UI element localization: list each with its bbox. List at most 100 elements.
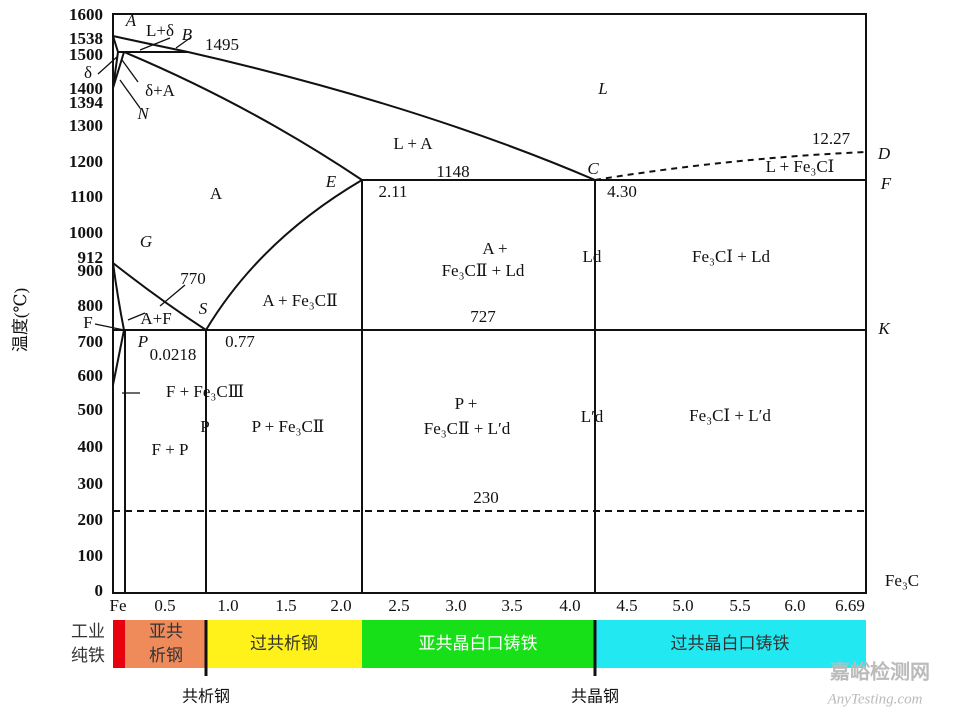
watermark: AnyTesting.com <box>827 691 923 707</box>
bar-marker: 共晶钢 <box>571 687 619 706</box>
es-line <box>205 179 363 331</box>
bar-marker: 共析钢 <box>182 687 230 706</box>
bar-label: 工业 <box>71 622 105 642</box>
region-label: Fe₃CⅡ + Ld <box>442 261 525 280</box>
region-label: C <box>587 159 599 178</box>
region-label: A <box>210 184 223 203</box>
bar-segment <box>595 620 866 668</box>
y-axis-title: 温度(℃) <box>11 288 30 352</box>
gp-line <box>112 262 125 331</box>
diagram-lines <box>94 13 867 594</box>
y-tick-label: 600 <box>78 366 104 385</box>
region-label: D <box>877 144 891 163</box>
y-tick-label: 700 <box>78 332 104 351</box>
x-tick-label: 4.5 <box>616 596 637 615</box>
region-label: A + <box>482 239 507 258</box>
region-label: L + Fe₃CⅠ <box>766 157 835 176</box>
region-label: 4.30 <box>607 182 637 201</box>
y-tick-label: 0 <box>95 581 104 600</box>
x-axis-end-label: Fe₃C <box>885 571 919 590</box>
x-tick-label: 1.0 <box>217 596 238 615</box>
y-tick-label: 900 <box>78 261 104 280</box>
region-label: E <box>325 172 337 191</box>
x-tick-label: 2.5 <box>388 596 409 615</box>
y-tick-label: 1200 <box>69 152 103 171</box>
leader-lines <box>94 37 191 394</box>
bar-segment <box>125 620 206 668</box>
y-tick-label: 912 <box>78 248 104 267</box>
y-tick-label: 1394 <box>69 93 104 112</box>
y-tick-label: 1400 <box>69 79 103 98</box>
bar-label: 亚共晶白口铸铁 <box>419 634 538 654</box>
region-label: N <box>136 104 150 123</box>
y-tick-label: 1100 <box>70 187 103 206</box>
region-label: F <box>880 174 892 193</box>
region-label: 727 <box>470 307 496 326</box>
region-label: 12.27 <box>812 129 851 148</box>
y-tick-label: 300 <box>78 474 104 493</box>
region-label: L <box>597 79 607 98</box>
region-label: Fe₃CⅠ + L′d <box>689 406 771 425</box>
region-label: P + Fe₃CⅡ <box>252 417 325 436</box>
region-label: δ <box>84 63 92 82</box>
y-tick-label: 100 <box>78 546 104 565</box>
axis-ticks: 1600153815001400139413001200110010009129… <box>69 5 865 615</box>
y-tick-label: 800 <box>78 296 104 315</box>
region-label: 2.11 <box>378 182 407 201</box>
region-label: Fe₃CⅠ + Ld <box>692 247 770 266</box>
region-label: Ld <box>583 247 602 266</box>
y-tick-label: 200 <box>78 510 104 529</box>
region-label: 0.0218 <box>150 345 197 364</box>
peritectic-line <box>112 35 188 53</box>
pq-line <box>112 329 125 386</box>
region-label: 770 <box>180 269 206 288</box>
bar-label: 亚共 <box>149 622 183 642</box>
composition-lines <box>124 180 596 593</box>
delta-lines <box>112 51 125 89</box>
region-label: P <box>200 417 209 436</box>
region-label: Fe₃CⅡ + L′d <box>424 419 511 438</box>
region-label: L+δ <box>146 21 174 40</box>
x-tick-label: 3.5 <box>501 596 522 615</box>
region-label: B <box>182 25 193 44</box>
x-tick-label: 6.69 <box>835 596 865 615</box>
region-label: P <box>137 332 148 351</box>
bar-label: 纯铁 <box>71 646 105 666</box>
region-label: P + <box>455 394 478 413</box>
bar-marker-lines <box>204 620 597 676</box>
x-tick-label: 2.0 <box>330 596 351 615</box>
x-tick-label: 3.0 <box>445 596 466 615</box>
y-tick-label: 500 <box>78 400 104 419</box>
region-label: δ+A <box>145 81 176 100</box>
frame <box>112 13 867 594</box>
liquidus-cd <box>594 151 867 181</box>
bar-segment <box>113 620 125 668</box>
region-label: A + Fe₃CⅡ <box>262 291 337 310</box>
liquidus <box>112 35 596 181</box>
bar-segment <box>206 620 362 668</box>
bar-label: 过共晶白口铸铁 <box>671 634 790 654</box>
region-label: 1495 <box>205 35 239 54</box>
x-tick-label: 5.5 <box>729 596 750 615</box>
region-label: 1148 <box>436 162 469 181</box>
y-tick-label: 400 <box>78 437 104 456</box>
region-label: G <box>140 232 152 251</box>
region-label: K <box>877 319 891 338</box>
x-tick-label: 6.0 <box>784 596 805 615</box>
region-label: A+F <box>140 309 171 328</box>
solidus <box>123 51 363 181</box>
region-label: 230 <box>473 488 499 507</box>
region-label: A <box>125 11 137 30</box>
x-tick-label: 5.0 <box>672 596 693 615</box>
bar-label: 析钢 <box>149 646 183 666</box>
bar-segment <box>362 620 595 668</box>
region-label: S <box>199 299 208 318</box>
x-tick-label: 4.0 <box>559 596 580 615</box>
region-label: L′d <box>581 407 604 426</box>
x-tick-label: Fe <box>110 596 127 615</box>
region-label: F + Fe₃CⅢ <box>166 382 244 401</box>
